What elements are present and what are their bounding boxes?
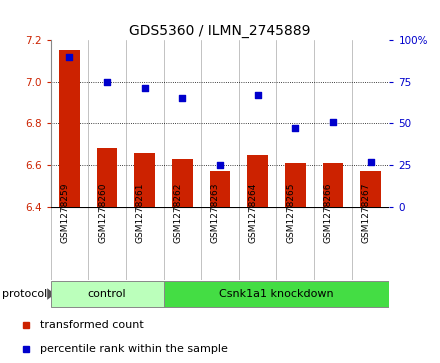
Polygon shape — [47, 288, 55, 300]
Point — [141, 85, 148, 91]
Bar — [172, 159, 193, 207]
Text: protocol: protocol — [2, 289, 47, 299]
Bar — [285, 163, 306, 207]
Bar — [97, 148, 117, 207]
Text: GSM1278264: GSM1278264 — [249, 183, 258, 243]
Point — [179, 95, 186, 101]
FancyBboxPatch shape — [164, 281, 389, 307]
Text: percentile rank within the sample: percentile rank within the sample — [40, 344, 227, 354]
Text: control: control — [88, 289, 126, 299]
FancyBboxPatch shape — [51, 281, 164, 307]
Point — [216, 162, 224, 168]
Point — [254, 92, 261, 98]
Text: transformed count: transformed count — [40, 320, 143, 330]
Point — [103, 79, 110, 85]
Point — [367, 159, 374, 165]
Text: GSM1278260: GSM1278260 — [98, 183, 107, 243]
Bar — [209, 171, 231, 207]
Bar — [247, 155, 268, 207]
Text: GSM1278265: GSM1278265 — [286, 183, 295, 243]
Point — [292, 126, 299, 131]
Point — [66, 54, 73, 60]
Bar — [323, 163, 343, 207]
Text: GSM1278266: GSM1278266 — [324, 183, 333, 243]
Point — [330, 119, 337, 125]
Text: GSM1278262: GSM1278262 — [173, 183, 182, 243]
Bar — [134, 152, 155, 207]
Title: GDS5360 / ILMN_2745889: GDS5360 / ILMN_2745889 — [129, 24, 311, 37]
Bar — [59, 50, 80, 207]
Text: GSM1278259: GSM1278259 — [60, 183, 70, 243]
Text: GSM1278263: GSM1278263 — [211, 183, 220, 243]
Text: GSM1278261: GSM1278261 — [136, 183, 145, 243]
Text: Csnk1a1 knockdown: Csnk1a1 knockdown — [219, 289, 334, 299]
Bar — [360, 171, 381, 207]
Text: GSM1278267: GSM1278267 — [362, 183, 370, 243]
